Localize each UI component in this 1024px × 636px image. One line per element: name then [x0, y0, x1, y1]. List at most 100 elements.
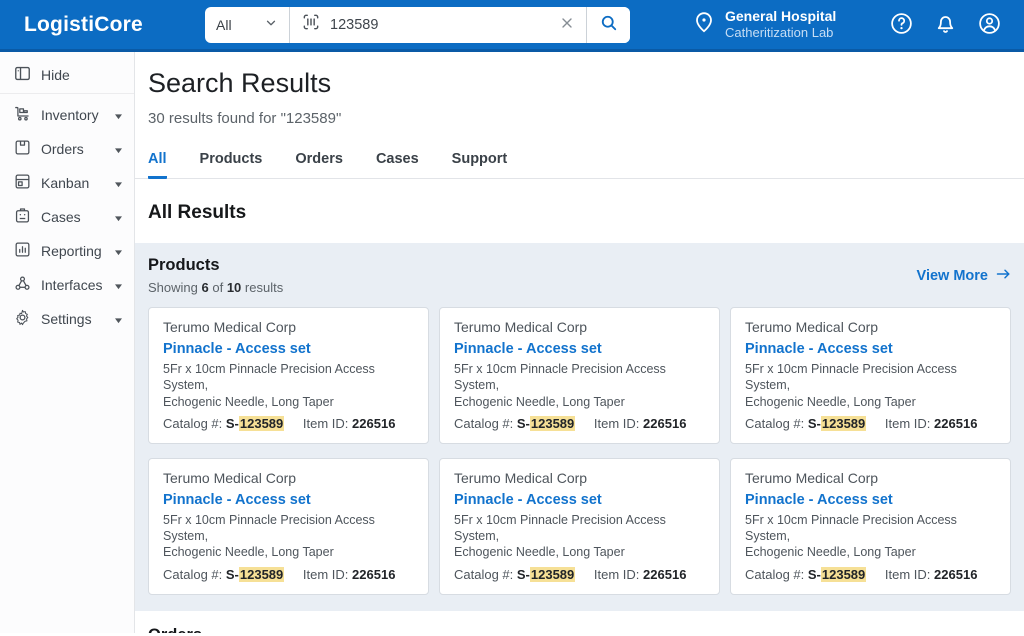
description-line-2: Echogenic Needle, Long Taper	[454, 394, 625, 409]
product-meta: Catalog #: S-123589 Item ID: 226516	[454, 415, 705, 431]
clear-search-button[interactable]	[548, 7, 586, 43]
catalog-prefix: S-	[807, 415, 821, 431]
account-button[interactable]	[977, 11, 1002, 39]
sidebar-item-label: Reporting	[41, 243, 102, 259]
products-view-more-link[interactable]: View More	[917, 268, 1011, 284]
tab-cases[interactable]: Cases	[375, 151, 419, 167]
user-icon	[977, 11, 1002, 39]
product-description: 5Fr x 10cm Pinnacle Precision Access Sys…	[745, 512, 996, 561]
sidebar-item-reporting[interactable]: Reporting	[0, 234, 134, 268]
network-nodes-icon	[13, 274, 32, 296]
description-line-1: 5Fr x 10cm Pinnacle Precision Access Sys…	[454, 362, 666, 393]
product-name-link[interactable]: Pinnacle - Access set	[163, 491, 311, 508]
barcode-scan-icon	[301, 12, 321, 37]
badge-case-icon	[13, 206, 32, 228]
close-icon	[559, 15, 575, 34]
search-scope-select[interactable]: All	[205, 7, 289, 43]
sidebar-item-label: Interfaces	[41, 277, 103, 293]
caret-down-icon	[114, 175, 123, 191]
collapse-panel-icon	[13, 64, 32, 86]
bar-chart-icon	[13, 240, 32, 262]
product-meta: Catalog #: S-123589 Item ID: 226516	[454, 566, 705, 582]
catalog-label: Catalog #:	[163, 415, 223, 431]
header-actions	[889, 11, 1002, 39]
product-card: Terumo Medical Corp Pinnacle - Access se…	[730, 307, 1011, 444]
package-box-icon	[13, 138, 32, 160]
tab-orders[interactable]: Orders	[295, 151, 343, 167]
product-name-link[interactable]: Pinnacle - Access set	[745, 341, 893, 357]
tab-all[interactable]: All	[148, 151, 167, 179]
product-manufacturer: Terumo Medical Corp	[163, 319, 297, 335]
caret-down-icon	[114, 141, 123, 157]
arrow-right-icon	[996, 268, 1011, 284]
sidebar-item-interfaces[interactable]: Interfaces	[0, 268, 134, 302]
catalog-number-highlight: 123589	[820, 566, 867, 582]
caret-down-icon	[114, 243, 123, 259]
sidebar-item-inventory[interactable]: Inventory	[0, 98, 134, 132]
help-icon	[889, 11, 914, 39]
product-name-link[interactable]: Pinnacle - Access set	[745, 491, 893, 508]
showing-total: 10	[226, 280, 242, 295]
sidebar-item-kanban[interactable]: Kanban	[0, 166, 134, 200]
sidebar-item-orders[interactable]: Orders	[0, 132, 134, 166]
item-id-value: 226516	[352, 415, 396, 431]
product-card: Terumo Medical Corp Pinnacle - Access se…	[148, 307, 429, 444]
catalog-label: Catalog #:	[745, 566, 805, 582]
product-name-link[interactable]: Pinnacle - Access set	[454, 491, 602, 508]
sidebar-item-label: Cases	[41, 209, 81, 225]
product-manufacturer: Terumo Medical Corp	[454, 469, 588, 486]
catalog-label: Catalog #:	[454, 566, 514, 582]
product-name-link[interactable]: Pinnacle - Access set	[163, 341, 311, 357]
catalog-prefix: S-	[516, 566, 530, 582]
description-line-2: Echogenic Needle, Long Taper	[163, 394, 334, 409]
notifications-button[interactable]	[933, 11, 958, 39]
help-button[interactable]	[889, 11, 914, 39]
page-title: Search Results	[148, 68, 332, 98]
item-id-label: Item ID:	[884, 566, 931, 582]
sidebar-item-cases[interactable]: Cases	[0, 200, 134, 234]
caret-down-icon	[114, 209, 123, 225]
products-section: Products Showing 6 of 10 results View Mo…	[135, 243, 1024, 611]
location-name: General Hospital	[725, 7, 837, 24]
main-content: Search Results 30 results found for "123…	[135, 52, 1024, 633]
product-card: Terumo Medical Corp Pinnacle - Access se…	[439, 457, 720, 595]
product-description: 5Fr x 10cm Pinnacle Precision Access Sys…	[163, 361, 414, 410]
location-pin-icon	[692, 10, 716, 39]
item-id-label: Item ID:	[593, 566, 640, 582]
all-results-heading: All Results	[148, 202, 247, 223]
product-description: 5Fr x 10cm Pinnacle Precision Access Sys…	[454, 361, 705, 410]
catalog-prefix: S-	[807, 566, 821, 582]
location-selector[interactable]: General Hospital Catheritization Lab	[692, 8, 836, 42]
search-input[interactable]	[330, 16, 537, 33]
results-tabs: All Products Orders Cases Support	[135, 151, 1024, 179]
orders-section: Orders Showing 4 of 8 results View More	[135, 610, 1024, 633]
catalog-prefix: S-	[516, 415, 530, 431]
product-description: 5Fr x 10cm Pinnacle Precision Access Sys…	[745, 361, 996, 410]
inventory-cart-icon	[13, 104, 32, 126]
sidebar-item-settings[interactable]: Settings	[0, 302, 134, 336]
description-line-1: 5Fr x 10cm Pinnacle Precision Access Sys…	[745, 362, 957, 393]
product-description: 5Fr x 10cm Pinnacle Precision Access Sys…	[454, 512, 705, 561]
item-id-label: Item ID:	[884, 415, 931, 431]
tab-support[interactable]: Support	[451, 151, 508, 167]
tab-products[interactable]: Products	[199, 151, 263, 167]
item-id-value: 226516	[934, 566, 978, 582]
sidebar-hide-button[interactable]: Hide	[0, 57, 134, 94]
product-card: Terumo Medical Corp Pinnacle - Access se…	[730, 457, 1011, 595]
product-card: Terumo Medical Corp Pinnacle - Access se…	[439, 307, 720, 444]
search-scope-value: All	[216, 16, 232, 33]
product-name-link[interactable]: Pinnacle - Access set	[454, 341, 602, 357]
item-id-value: 226516	[352, 566, 396, 582]
search-button[interactable]	[586, 6, 630, 43]
search-divider	[289, 6, 290, 43]
sidebar-item-label: Settings	[41, 311, 92, 327]
catalog-number-highlight: 123589	[238, 566, 285, 582]
sidebar-item-label: Inventory	[41, 107, 99, 123]
sidebar-item-label: Kanban	[41, 175, 90, 191]
app-logo[interactable]: LogistiCore	[24, 12, 143, 36]
product-manufacturer: Terumo Medical Corp	[163, 469, 297, 486]
showing-word: Showing	[148, 280, 198, 295]
catalog-number-highlight: 123589	[529, 415, 576, 431]
bell-icon	[933, 11, 958, 39]
catalog-number-highlight: 123589	[238, 415, 285, 431]
